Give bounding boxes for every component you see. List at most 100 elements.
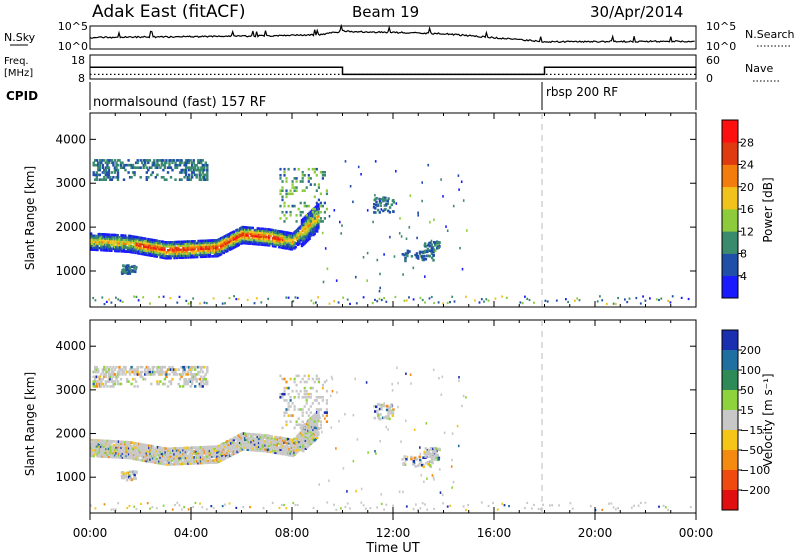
heatmap-cell [136,246,140,249]
heatmap-cell [251,442,254,446]
heatmap-cell [213,451,217,454]
heatmap-cell [167,249,170,252]
heatmap-cell [142,159,145,162]
heatmap-cell [189,460,193,463]
heatmap-cell [100,453,103,456]
heatmap-cell [146,460,150,463]
heatmap-cell [321,174,324,177]
heatmap-cell [381,403,384,407]
heatmap-cell [117,444,121,447]
heatmap-cell [118,365,121,369]
heatmap-cell [191,454,194,457]
heatmap-cell [433,454,436,457]
heatmap-cell [101,368,104,371]
heatmap-cell [97,451,100,454]
heatmap-cell [292,446,295,450]
heatmap-cell [117,236,121,239]
heatmap-cell [302,443,305,447]
heatmap-cell [274,241,277,244]
heatmap-cell [305,411,308,414]
heatmap-cell [297,449,300,453]
heatmap-cell [308,229,311,233]
heatmap-cell [92,173,95,177]
heatmap-cell [412,459,415,463]
heatmap-cell [201,253,204,257]
heatmap-cell [140,445,143,448]
heatmap-cell [103,233,107,236]
heatmap-cell [102,439,105,443]
heatmap-cell [436,241,439,244]
heatmap-cell [433,446,436,450]
heatmap-cell [283,220,286,223]
heatmap-cell [183,454,186,458]
heatmap-cell [187,454,190,458]
heatmap-cell [156,243,160,247]
heatmap-cell [295,186,298,189]
heatmap-cell [285,507,288,510]
heatmap-cell [384,196,387,200]
heatmap-cell [268,438,271,442]
heatmap-cell [140,453,143,456]
heatmap-cell [617,507,619,510]
heatmap-cell [257,437,261,441]
heatmap-cell [95,375,98,379]
heatmap-cell [309,234,313,237]
colorbar-tick-label: 200 [740,344,761,357]
heatmap-cell [119,240,122,243]
heatmap-cell [106,451,109,455]
heatmap-cell [271,439,275,442]
heatmap-cell [425,462,427,465]
heatmap-cell [154,253,157,256]
heatmap-cell [300,218,304,222]
heatmap-cell [217,244,220,247]
heatmap-cell [134,368,138,371]
heatmap-cell [257,241,261,244]
heatmap-cell [96,443,99,446]
heatmap-cell [252,445,256,448]
heatmap-cell [430,460,433,463]
heatmap-cell [124,373,127,376]
heatmap-cell [237,442,241,445]
heatmap-cell [397,381,399,385]
heatmap-cell [163,248,166,252]
heatmap-cell [285,380,288,384]
heatmap-cell [178,462,181,466]
heatmap-cell [107,235,111,238]
heatmap-cell [199,253,203,257]
heatmap-cell [432,248,436,251]
heatmap-cell [237,243,241,247]
heatmap-cell [108,249,112,252]
heatmap-cell [308,435,311,439]
heatmap-cell [189,456,193,459]
heatmap-cell [315,189,318,192]
heatmap-cell [261,243,265,246]
heatmap-cell [276,233,280,237]
heatmap-cell [305,186,308,189]
heatmap-cell [188,161,191,165]
heatmap-cell [437,246,440,250]
heatmap-cell [112,245,116,249]
heatmap-cell [280,438,283,442]
heatmap-cell [112,448,116,451]
heatmap-cell [98,236,102,240]
heatmap-cell [135,442,138,445]
heatmap-cell [115,161,118,165]
heatmap-cell [330,375,333,379]
heatmap-cell [154,241,157,244]
heatmap-cell [134,249,137,253]
heatmap-cell [94,370,97,374]
heatmap-cell [119,166,123,169]
heatmap-cell [113,382,117,386]
heatmap-cell [159,166,162,169]
heatmap-cell [172,373,176,376]
heatmap-cell [154,447,157,451]
heatmap-cell [160,448,164,452]
heatmap-cell [322,280,325,284]
heatmap-cell [304,231,307,234]
heatmap-cell [92,234,95,238]
heatmap-cell [121,442,124,446]
heatmap-cell [133,166,136,169]
heatmap-cell [188,159,191,162]
heatmap-cell [421,199,423,203]
heatmap-cell [212,507,215,510]
